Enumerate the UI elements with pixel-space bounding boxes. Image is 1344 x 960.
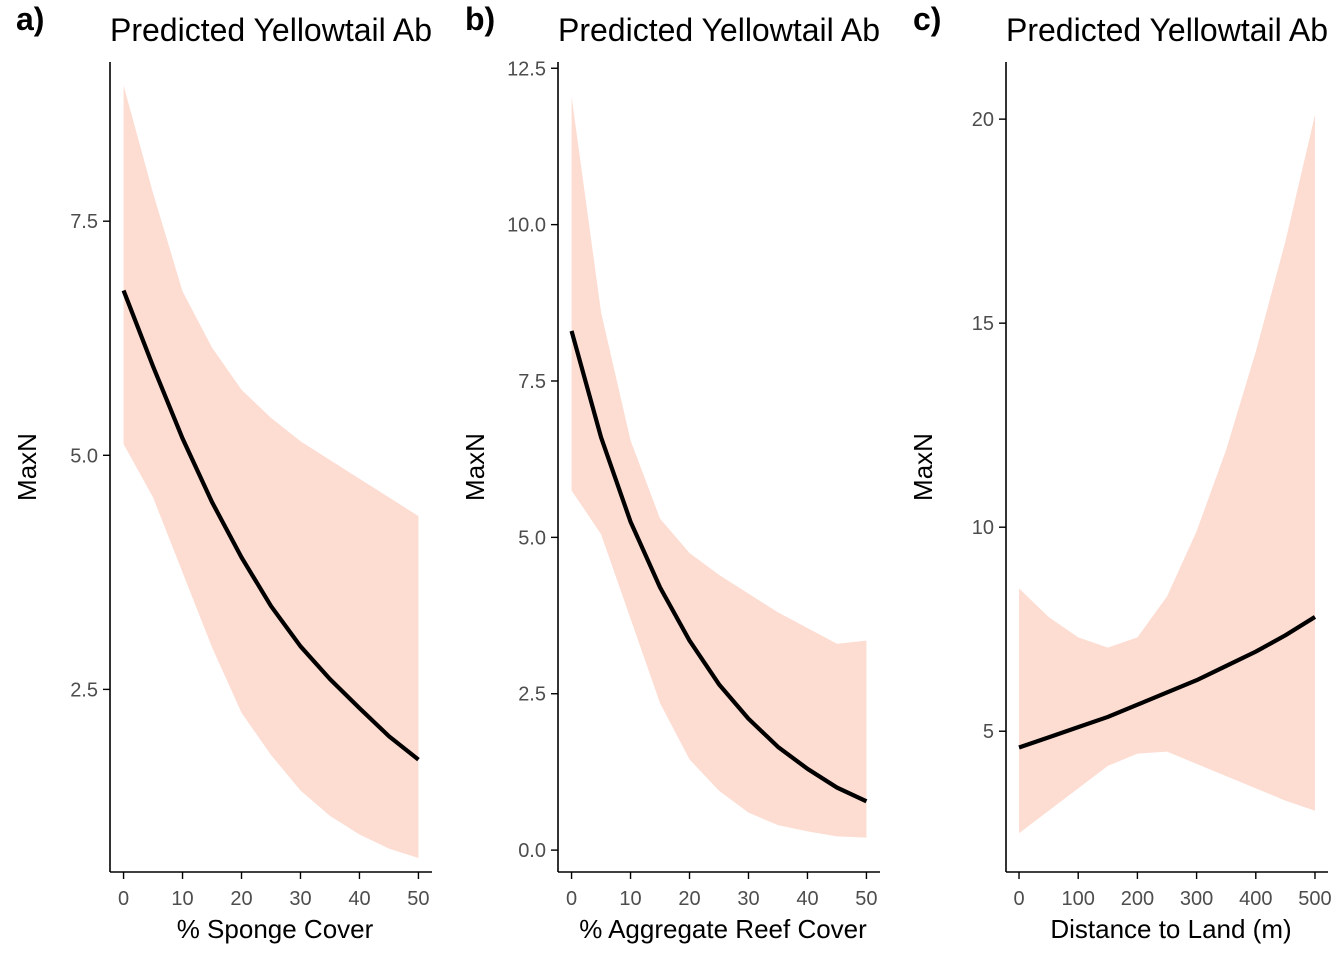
x-tick-label: 0 bbox=[1013, 888, 1024, 910]
y-tick-label: 10.0 bbox=[507, 215, 546, 237]
x-axis-title: % Sponge Cover bbox=[177, 914, 374, 944]
y-axis-title: MaxN bbox=[460, 433, 490, 501]
panel-title: Predicted Yellowtail Ab bbox=[1006, 12, 1328, 48]
x-tick-label: 50 bbox=[855, 888, 877, 910]
x-axis-title: Distance to Land (m) bbox=[1050, 914, 1291, 944]
x-tick-label: 40 bbox=[348, 888, 370, 910]
x-tick-label: 10 bbox=[171, 888, 193, 910]
y-tick-label: 7.5 bbox=[518, 371, 546, 393]
y-tick-label: 12.5 bbox=[507, 58, 546, 80]
y-tick-label: 2.5 bbox=[518, 684, 546, 706]
x-tick-label: 30 bbox=[737, 888, 759, 910]
fitted-line bbox=[1018, 615, 1317, 750]
y-tick-label: 5.0 bbox=[518, 527, 546, 549]
x-axis-title: % Aggregate Reef Cover bbox=[579, 914, 867, 944]
panel-title: Predicted Yellowtail Ab bbox=[558, 12, 880, 48]
y-axis-title: MaxN bbox=[908, 433, 938, 501]
x-tick-label: 0 bbox=[118, 888, 129, 910]
y-tick-label: 5 bbox=[983, 721, 994, 743]
panel-c: 0 100 200 300 400 500 5 10 15 20 Distance to Land … bbox=[908, 1, 1332, 944]
y-tick-label: 5.0 bbox=[70, 445, 98, 467]
y-axis-title: MaxN bbox=[12, 433, 42, 501]
confidence-ribbon bbox=[1019, 115, 1315, 834]
y-tick-label: 2.5 bbox=[70, 679, 98, 701]
x-tick-label: 40 bbox=[796, 888, 818, 910]
panel-tag: c) bbox=[913, 1, 941, 37]
x-tick-label: 20 bbox=[678, 888, 700, 910]
x-tick-label: 10 bbox=[619, 888, 641, 910]
confidence-ribbon bbox=[123, 85, 419, 858]
x-tick-label: 200 bbox=[1121, 888, 1154, 910]
panel-a: 0 10 20 30 40 50 2.5 5.0 7.5 % Sponge Cover MaxN Pr… bbox=[12, 1, 432, 944]
x-tick-label: 100 bbox=[1062, 888, 1095, 910]
panel-b: 0 10 20 30 40 50 0.0 2.5 5.0 7.5 10.0 12.5 % Aggrega… bbox=[460, 1, 880, 944]
y-tick-label: 7.5 bbox=[70, 211, 98, 233]
x-tick-label: 500 bbox=[1298, 888, 1331, 910]
fitted-line bbox=[569, 330, 868, 804]
panel-tag: b) bbox=[465, 1, 495, 37]
y-tick-label: 0.0 bbox=[518, 840, 546, 862]
x-tick-label: 50 bbox=[407, 888, 429, 910]
x-tick-label: 300 bbox=[1180, 888, 1213, 910]
confidence-ribbon bbox=[571, 96, 867, 838]
x-tick-label: 20 bbox=[230, 888, 252, 910]
panel-title: Predicted Yellowtail Ab bbox=[110, 12, 432, 48]
y-tick-label: 10 bbox=[972, 517, 994, 539]
x-tick-label: 0 bbox=[566, 888, 577, 910]
y-tick-label: 20 bbox=[972, 109, 994, 131]
x-tick-label: 400 bbox=[1239, 888, 1272, 910]
fitted-line bbox=[121, 289, 420, 762]
y-tick-label: 15 bbox=[972, 313, 994, 335]
panel-tag: a) bbox=[16, 1, 44, 37]
x-tick-label: 30 bbox=[289, 888, 311, 910]
